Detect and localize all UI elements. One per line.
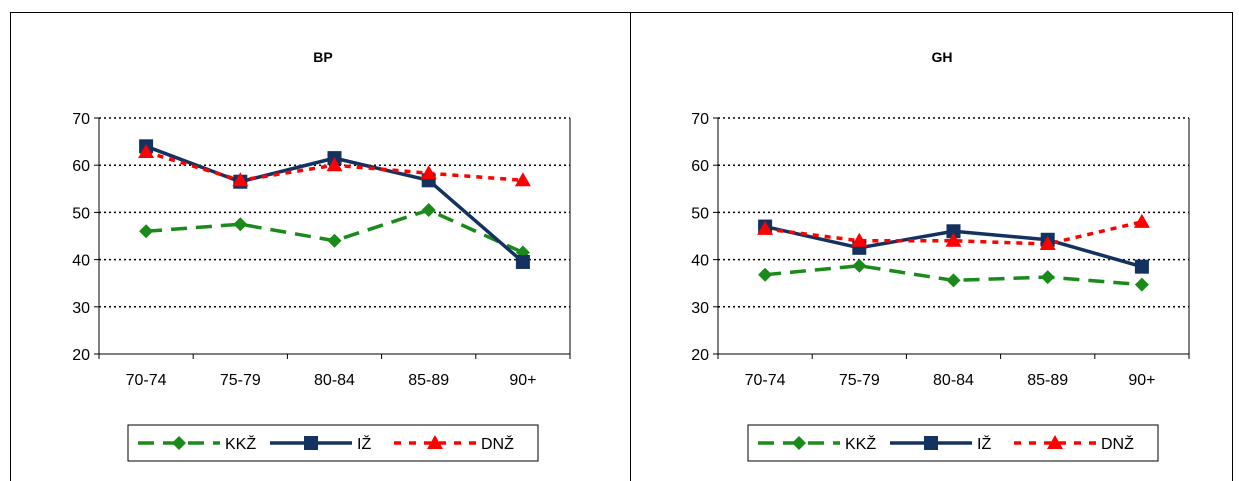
y-tick-label: 30 xyxy=(691,300,709,317)
data-point-1-4 xyxy=(1134,259,1149,274)
x-tick-label: 75-79 xyxy=(220,372,261,389)
x-tick-label: 80-84 xyxy=(933,372,974,389)
chart-title: GH xyxy=(932,49,953,65)
x-axis: 70-74 75-79 80-84 85-89 90+ xyxy=(717,353,1190,389)
data-point-0-3 xyxy=(421,203,436,218)
x-tick-label: 90+ xyxy=(509,372,536,389)
legend-marker xyxy=(172,436,186,450)
x-tick-label: 85-89 xyxy=(1027,372,1068,389)
legend-marker xyxy=(427,435,443,449)
data-point-2-0 xyxy=(138,143,155,158)
legend-label: KKŽ xyxy=(225,434,256,453)
y-tick-label: 60 xyxy=(72,158,90,175)
legend-marker xyxy=(792,436,806,450)
series-line-2 xyxy=(764,220,1143,246)
chart-title: BP xyxy=(313,49,332,65)
x-axis: 70-74 75-79 80-84 85-89 90+ xyxy=(98,353,571,389)
data-point-2-4 xyxy=(1133,213,1150,228)
x-tick-label: 75-79 xyxy=(839,372,880,389)
data-point-2-2 xyxy=(945,232,962,247)
data-point-1-4 xyxy=(515,254,530,269)
legend: KKŽ IŽ DNŽ xyxy=(747,424,1159,462)
legend-label: IŽ xyxy=(977,434,991,453)
y-tick-label: 30 xyxy=(72,300,90,317)
data-point-0-0 xyxy=(139,224,154,239)
y-tick-label: 40 xyxy=(691,253,709,270)
data-point-2-1 xyxy=(232,172,249,187)
legend-label: IŽ xyxy=(357,434,371,453)
plot-area xyxy=(718,117,1190,354)
y-tick-label: 50 xyxy=(691,205,709,222)
legend-label: DNŽ xyxy=(1101,434,1134,453)
data-point-0-3 xyxy=(1040,270,1055,285)
data-point-2-1 xyxy=(851,232,868,247)
x-tick-label: 70-74 xyxy=(745,372,786,389)
data-point-2-4 xyxy=(514,172,531,187)
data-point-0-2 xyxy=(946,273,961,288)
data-point-1-2 xyxy=(946,224,961,239)
y-tick-label: 20 xyxy=(72,347,90,364)
y-tick-label: 60 xyxy=(691,158,709,175)
legend-label: KKŽ xyxy=(845,434,876,453)
data-point-2-3 xyxy=(1039,236,1056,251)
data-point-0-2 xyxy=(327,233,342,248)
x-tick-label: 90+ xyxy=(1128,372,1155,389)
y-tick-label: 20 xyxy=(691,347,709,364)
y-tick-label: 50 xyxy=(72,205,90,222)
y-tick-label: 70 xyxy=(691,111,709,128)
legend: KKŽ IŽ DNŽ xyxy=(127,424,539,462)
y-axis: 20 30 40 50 60 70 xyxy=(72,111,100,364)
x-tick-label: 80-84 xyxy=(314,372,355,389)
data-point-2-0 xyxy=(757,220,774,235)
legend-marker xyxy=(1047,435,1063,449)
plot-area xyxy=(99,117,571,354)
data-point-0-1 xyxy=(233,217,248,232)
x-tick-label: 85-89 xyxy=(408,372,449,389)
data-point-0-0 xyxy=(758,267,773,282)
data-point-2-2 xyxy=(326,157,343,172)
x-tick-label: 70-74 xyxy=(126,372,167,389)
y-axis: 20 30 40 50 60 70 xyxy=(691,111,719,364)
y-tick-label: 70 xyxy=(72,111,90,128)
legend-label: DNŽ xyxy=(481,434,514,453)
data-point-0-4 xyxy=(1134,277,1149,292)
y-tick-label: 40 xyxy=(72,253,90,270)
data-point-0-1 xyxy=(852,258,867,273)
data-point-2-3 xyxy=(420,165,437,180)
legend-marker xyxy=(924,436,938,450)
legend-marker xyxy=(304,436,318,450)
